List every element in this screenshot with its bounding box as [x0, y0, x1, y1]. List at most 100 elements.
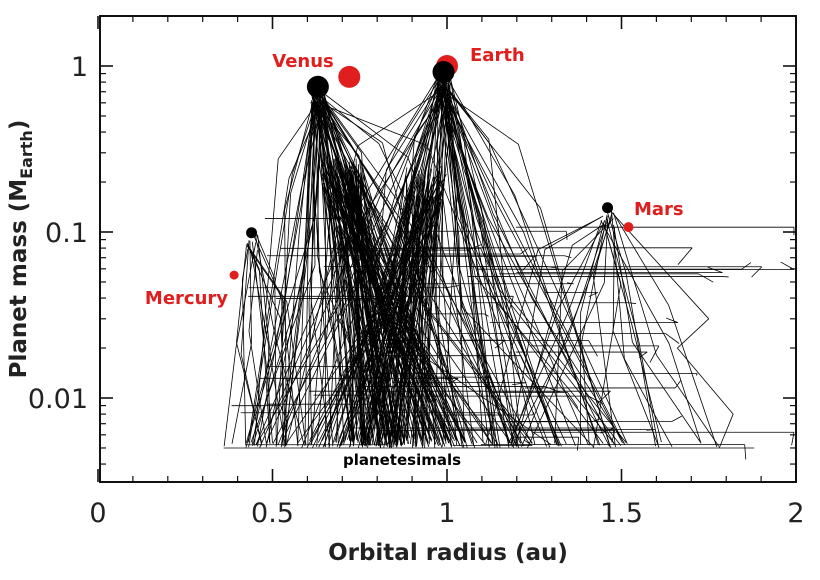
- accretion-track: [475, 276, 615, 444]
- x-tick-label: 1: [438, 498, 455, 529]
- migration-step: [565, 231, 568, 240]
- accretion-track: [236, 246, 247, 343]
- migration-step: [744, 444, 747, 460]
- accretion-track: [310, 301, 331, 447]
- accretion-track: [443, 89, 524, 233]
- simulated-planet-point: [306, 75, 329, 98]
- real-planet-point-mercury: [229, 270, 239, 280]
- accretion-track: [245, 215, 316, 448]
- accretion-track: [325, 167, 356, 440]
- accretion-track: [353, 74, 441, 213]
- accretion-track: [312, 89, 316, 266]
- accretion-track: [322, 99, 413, 247]
- point-labels: Mercury Venus Earth Mars: [145, 45, 684, 309]
- accretion-track: [314, 94, 320, 273]
- accretion-track: [592, 275, 616, 447]
- accretion-track: [422, 190, 429, 445]
- migration-step: [649, 345, 660, 363]
- migration-step: [532, 412, 535, 416]
- migration-step: [374, 399, 378, 405]
- accretion-track: [567, 220, 603, 313]
- accretion-track: [487, 216, 615, 445]
- accretion-track: [321, 159, 450, 443]
- axis-ticks: 0 0.5 1 1.5 2 0.01 0.1 1: [28, 16, 805, 529]
- accretion-track: [322, 96, 397, 199]
- accretion-track: [457, 141, 576, 446]
- migration-step: [646, 429, 656, 431]
- accretion-track: [677, 318, 710, 349]
- accretion-track: [377, 174, 421, 441]
- simulated-planet-point: [246, 227, 258, 239]
- migration-step: [576, 437, 580, 451]
- accretion-track: [256, 234, 276, 279]
- migration-step: [520, 355, 530, 373]
- accretion-track: [394, 178, 445, 439]
- accretion-track: [321, 91, 409, 158]
- accretion-track: [362, 199, 414, 440]
- accretion-track: [280, 318, 287, 447]
- accretion-track: [448, 72, 474, 173]
- accretion-track: [469, 253, 494, 444]
- accretion-track: [319, 95, 380, 144]
- migration-step: [547, 266, 559, 269]
- migration-step: [489, 377, 497, 394]
- accretion-track: [424, 171, 439, 448]
- accretion-track: [248, 173, 293, 448]
- accretion-track: [632, 342, 702, 444]
- migration-step: [523, 439, 533, 446]
- accretion-track: [554, 270, 563, 444]
- accretion-track: [314, 102, 360, 157]
- accretion-track: [235, 242, 257, 349]
- accretion-track: [511, 224, 625, 445]
- accretion-track: [435, 144, 474, 445]
- accretion-track: [231, 343, 252, 444]
- plot-frame: [99, 15, 797, 483]
- migration-step: [520, 248, 528, 255]
- accretion-track: [384, 179, 429, 445]
- x-tick-label: 0.5: [251, 498, 294, 529]
- accretion-track: [435, 78, 449, 145]
- accretion-track: [281, 296, 299, 447]
- simulated-planet-point: [432, 61, 455, 84]
- migration-step: [567, 392, 579, 408]
- accretion-track: [379, 196, 432, 448]
- x-axis-title: Orbital radius (au): [328, 540, 568, 566]
- migration-step: [695, 373, 698, 376]
- migration-step: [741, 262, 752, 270]
- accretion-track: [297, 142, 310, 444]
- accretion-track: [438, 89, 460, 237]
- accretion-track: [241, 248, 249, 280]
- accretion-track: [255, 301, 342, 446]
- y-tick-label: 1: [71, 52, 88, 83]
- real-planet-point-mars: [623, 222, 634, 233]
- accretion-track: [286, 301, 307, 445]
- migration-step: [467, 244, 482, 251]
- accretion-track: [452, 150, 498, 449]
- planet-label-mercury: Mercury: [145, 288, 228, 309]
- x-tick-label: 2: [787, 498, 804, 529]
- migration-step: [508, 296, 514, 312]
- accretion-track: [416, 133, 450, 447]
- migration-step: [588, 395, 604, 404]
- x-tick-label: 1.5: [600, 498, 643, 529]
- accretion-track: [254, 158, 279, 446]
- accretion-track: [441, 91, 513, 225]
- accretion-track: [614, 214, 670, 306]
- accretion-track: [247, 242, 260, 270]
- accretion-track: [241, 279, 247, 446]
- accretion-track: [302, 98, 314, 280]
- migration-step: [588, 340, 598, 357]
- accretion-track: [223, 348, 237, 447]
- migration-step: [484, 313, 489, 317]
- migration-step: [666, 317, 679, 323]
- migration-step: [494, 339, 506, 349]
- migration-step: [343, 212, 354, 219]
- accretion-track: [566, 220, 608, 341]
- migration-step: [591, 418, 601, 423]
- accretion-track: [349, 177, 362, 447]
- accretion-track: [604, 226, 632, 322]
- accretion-track: [476, 231, 560, 446]
- accretion-track: [259, 235, 352, 448]
- accretion-track: [461, 306, 594, 447]
